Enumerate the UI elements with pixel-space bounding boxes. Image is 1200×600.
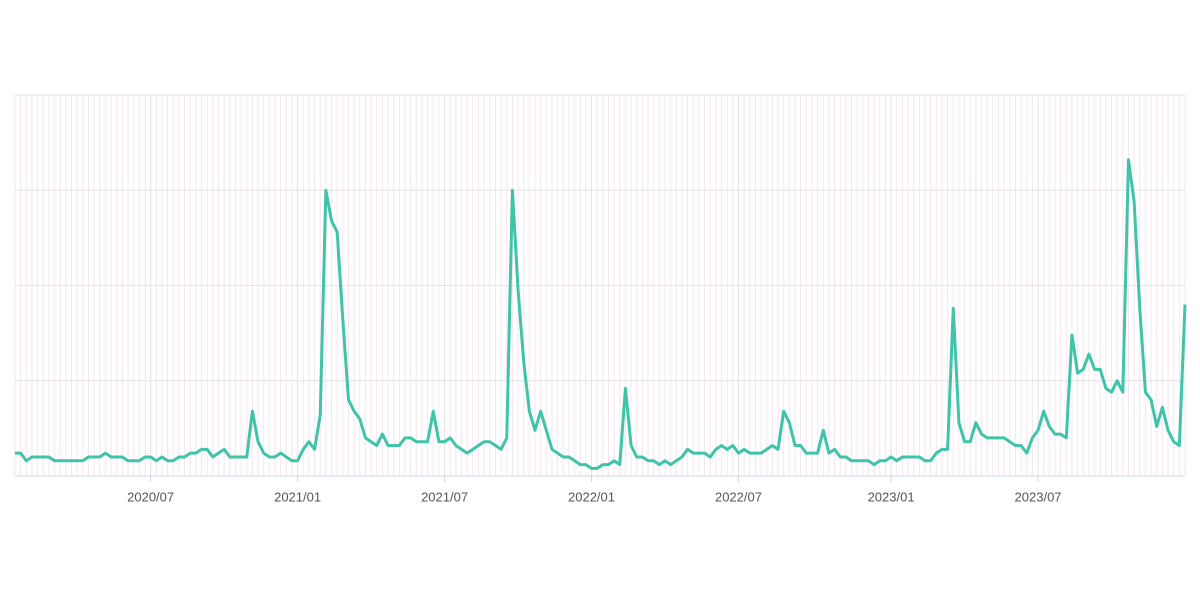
x-tick-label: 2023/01 bbox=[868, 489, 915, 504]
x-tick-label: 2023/07 bbox=[1015, 489, 1062, 504]
x-tick-label: 2021/01 bbox=[274, 489, 321, 504]
x-tick-label: 2021/07 bbox=[421, 489, 468, 504]
x-tick-label: 2022/07 bbox=[715, 489, 762, 504]
x-tick-label: 2020/07 bbox=[127, 489, 174, 504]
x-tick-label: 2022/01 bbox=[568, 489, 615, 504]
line-series bbox=[15, 158, 1187, 470]
